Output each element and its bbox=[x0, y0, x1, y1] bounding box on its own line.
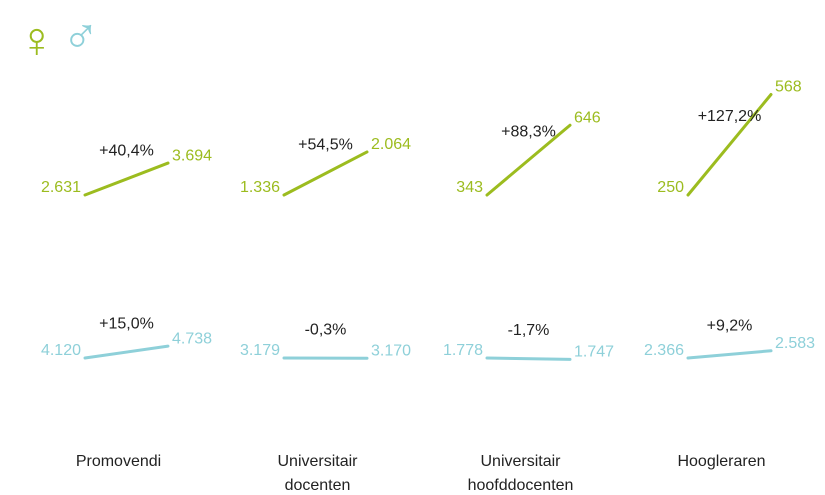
category-label: Hoogleraren bbox=[677, 453, 765, 470]
end-label: 2.583 bbox=[775, 335, 815, 352]
end-label: 2.064 bbox=[371, 136, 411, 153]
category-label: Universitair docenten bbox=[277, 453, 358, 494]
start-label: 3.179 bbox=[240, 342, 280, 359]
change-label: -0,3% bbox=[305, 321, 347, 338]
start-label: 250 bbox=[657, 179, 684, 196]
legend-male: ♂ bbox=[62, 8, 100, 64]
category-label: Promovendi bbox=[76, 453, 161, 470]
category-line: hoofddocenten bbox=[468, 477, 574, 494]
change-label: +88,3% bbox=[501, 123, 556, 140]
slope-line bbox=[83, 161, 170, 197]
slope-line bbox=[686, 93, 773, 197]
legend-female: ♀ bbox=[18, 12, 56, 68]
end-label: 4.738 bbox=[172, 330, 212, 347]
slope-line bbox=[83, 344, 170, 360]
category-line: Hoogleraren bbox=[677, 453, 765, 470]
end-label: 3.170 bbox=[371, 342, 411, 359]
start-label: 2.366 bbox=[644, 342, 684, 359]
slope-line bbox=[282, 150, 369, 197]
category-line: Promovendi bbox=[76, 453, 161, 470]
change-label: +9,2% bbox=[707, 318, 753, 335]
category-line: Universitair bbox=[277, 453, 358, 470]
start-label: 2.631 bbox=[41, 179, 81, 196]
category-line: Universitair bbox=[480, 453, 561, 470]
end-label: 1.747 bbox=[574, 344, 614, 361]
category-line: docenten bbox=[285, 477, 351, 494]
change-label: +15,0% bbox=[99, 315, 154, 332]
start-label: 1.778 bbox=[443, 342, 483, 359]
category-label: Universitair hoofddocenten bbox=[468, 453, 574, 494]
slope-line bbox=[686, 349, 773, 360]
end-label: 568 bbox=[775, 79, 802, 96]
change-label: -1,7% bbox=[508, 322, 550, 339]
start-label: 343 bbox=[456, 179, 483, 196]
end-label: 646 bbox=[574, 109, 601, 126]
change-label: +127,2% bbox=[698, 108, 762, 125]
end-label: 3.694 bbox=[172, 147, 212, 164]
slope-line bbox=[485, 356, 572, 361]
change-label: +54,5% bbox=[298, 137, 353, 154]
start-label: 4.120 bbox=[41, 342, 81, 359]
slope-line bbox=[485, 123, 572, 197]
start-label: 1.336 bbox=[240, 179, 280, 196]
change-label: +40,4% bbox=[99, 142, 154, 159]
